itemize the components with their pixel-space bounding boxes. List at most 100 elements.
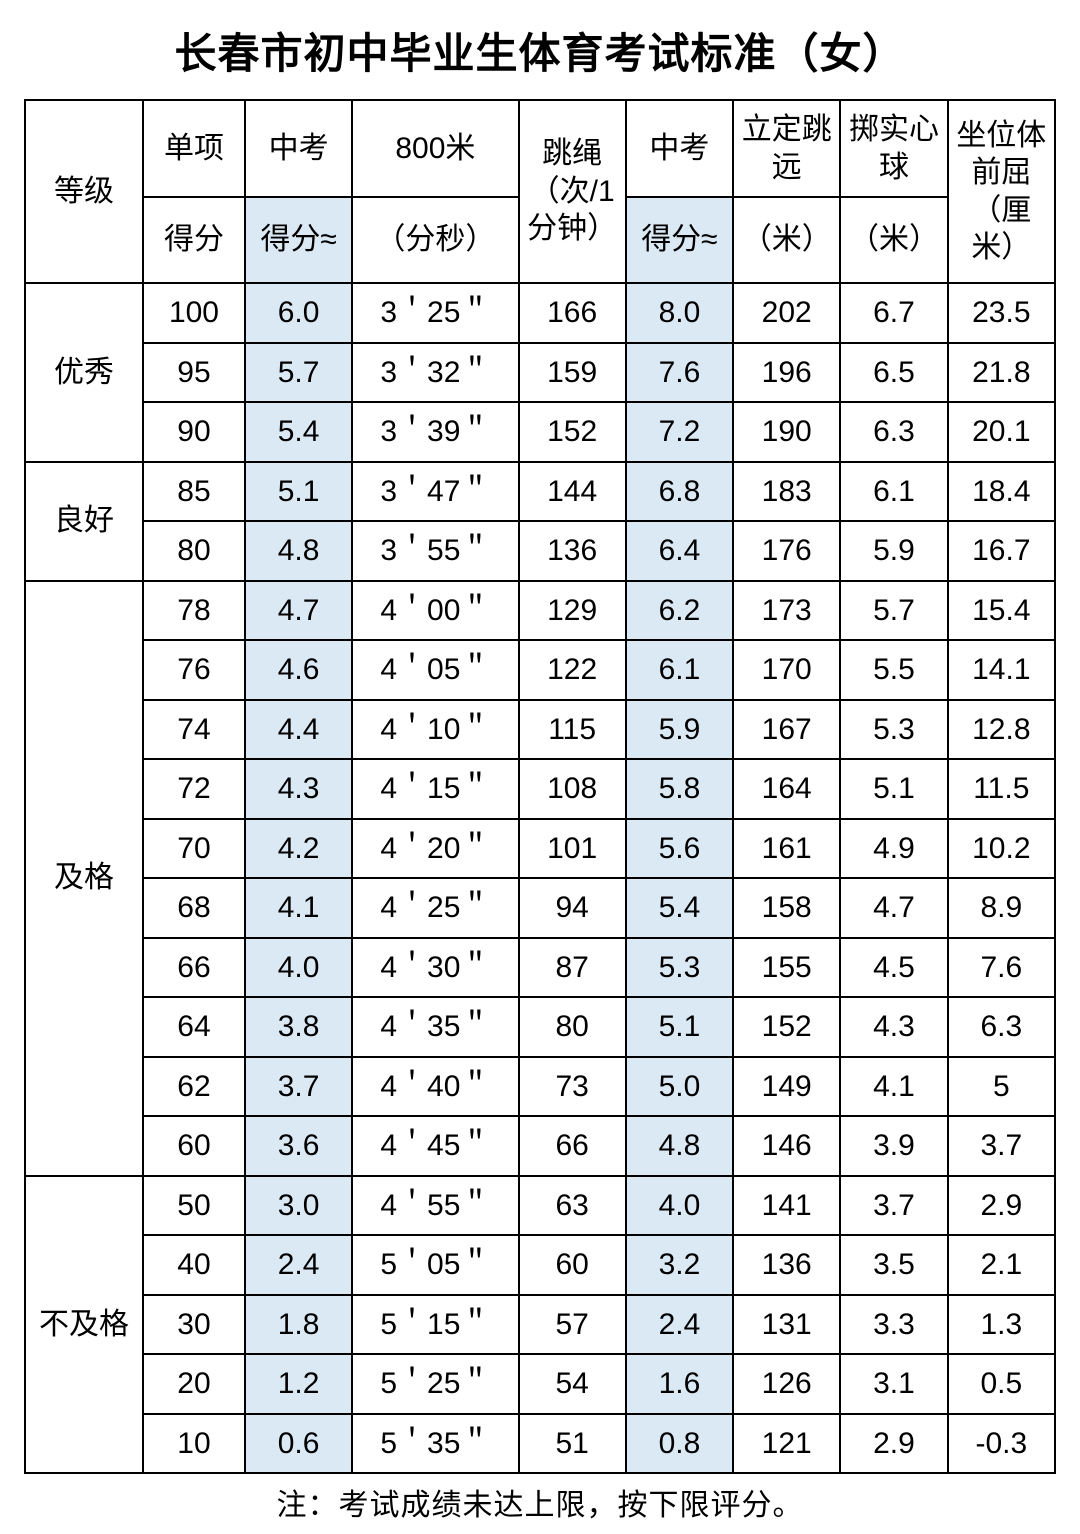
- cell-long-jump: 149: [733, 1057, 840, 1117]
- cell-approx-2: 6.8: [626, 462, 733, 522]
- cell-sit-reach: 0.5: [948, 1354, 1055, 1414]
- cell-rope: 66: [519, 1116, 626, 1176]
- cell-sit-reach: 14.1: [948, 640, 1055, 700]
- cell-rope: 166: [519, 283, 626, 343]
- cell-800m: 3＇39＂: [352, 402, 518, 462]
- cell-approx-1: 4.8: [245, 521, 352, 581]
- cell-rope: 136: [519, 521, 626, 581]
- table-row: 704.24＇20＂1015.61614.910.2: [25, 819, 1055, 879]
- cell-score: 10: [143, 1414, 245, 1474]
- footnote: 注：考试成绩未达上限，按下限评分。: [24, 1480, 1056, 1524]
- table-row: 100.65＇35＂510.81212.9-0.3: [25, 1414, 1055, 1474]
- table-row: 905.43＇39＂1527.21906.320.1: [25, 402, 1055, 462]
- cell-approx-1: 4.2: [245, 819, 352, 879]
- cell-score: 64: [143, 997, 245, 1057]
- cell-800m: 5＇25＂: [352, 1354, 518, 1414]
- cell-approx-1: 1.2: [245, 1354, 352, 1414]
- cell-long-jump: 121: [733, 1414, 840, 1474]
- cell-long-jump: 176: [733, 521, 840, 581]
- page-title: 长春市初中毕业生体育考试标准（女）: [24, 20, 1056, 81]
- cell-ball: 3.9: [840, 1116, 947, 1176]
- cell-approx-2: 5.3: [626, 938, 733, 998]
- cell-approx-2: 7.6: [626, 343, 733, 403]
- cell-sit-reach: 5: [948, 1057, 1055, 1117]
- cell-long-jump: 167: [733, 700, 840, 760]
- table-row: 664.04＇30＂875.31554.57.6: [25, 938, 1055, 998]
- cell-score: 30: [143, 1295, 245, 1355]
- cell-approx-1: 2.4: [245, 1235, 352, 1295]
- cell-ball: 6.1: [840, 462, 947, 522]
- cell-approx-1: 3.6: [245, 1116, 352, 1176]
- cell-score: 70: [143, 819, 245, 879]
- header-long-jump-unit: （米）: [733, 197, 840, 283]
- cell-800m: 4＇15＂: [352, 759, 518, 819]
- cell-ball: 3.7: [840, 1176, 947, 1236]
- cell-800m: 5＇35＂: [352, 1414, 518, 1474]
- table-row: 良好855.13＇47＂1446.81836.118.4: [25, 462, 1055, 522]
- cell-approx-1: 1.8: [245, 1295, 352, 1355]
- table-row: 不及格503.04＇55＂634.01413.72.9: [25, 1176, 1055, 1236]
- table-row: 643.84＇35＂805.11524.36.3: [25, 997, 1055, 1057]
- cell-approx-1: 4.3: [245, 759, 352, 819]
- cell-800m: 4＇05＂: [352, 640, 518, 700]
- header-grade: 等级: [25, 100, 143, 283]
- cell-sit-reach: -0.3: [948, 1414, 1055, 1474]
- cell-score: 80: [143, 521, 245, 581]
- table-row: 402.45＇05＂603.21363.52.1: [25, 1235, 1055, 1295]
- cell-approx-1: 5.4: [245, 402, 352, 462]
- cell-score: 100: [143, 283, 245, 343]
- cell-approx-2: 4.8: [626, 1116, 733, 1176]
- cell-rope: 129: [519, 581, 626, 641]
- cell-rope: 94: [519, 878, 626, 938]
- cell-long-jump: 136: [733, 1235, 840, 1295]
- cell-sit-reach: 10.2: [948, 819, 1055, 879]
- cell-approx-1: 0.6: [245, 1414, 352, 1474]
- cell-rope: 101: [519, 819, 626, 879]
- cell-approx-1: 3.0: [245, 1176, 352, 1236]
- cell-sit-reach: 2.1: [948, 1235, 1055, 1295]
- table-row: 764.64＇05＂1226.11705.514.1: [25, 640, 1055, 700]
- cell-approx-2: 1.6: [626, 1354, 733, 1414]
- table-row: 优秀1006.03＇25＂1668.02026.723.5: [25, 283, 1055, 343]
- cell-sit-reach: 3.7: [948, 1116, 1055, 1176]
- cell-sit-reach: 7.6: [948, 938, 1055, 998]
- grade-cell: 良好: [25, 462, 143, 581]
- standards-table: 等级 单项 中考 800米 跳绳 （次/1 分钟） 中考 立定跳 远 掷实心 球…: [24, 99, 1056, 1474]
- grade-cell: 不及格: [25, 1176, 143, 1474]
- cell-ball: 3.1: [840, 1354, 947, 1414]
- cell-approx-2: 6.2: [626, 581, 733, 641]
- cell-score: 62: [143, 1057, 245, 1117]
- cell-rope: 73: [519, 1057, 626, 1117]
- cell-long-jump: 173: [733, 581, 840, 641]
- cell-800m: 4＇10＂: [352, 700, 518, 760]
- cell-long-jump: 183: [733, 462, 840, 522]
- header-approx-1: 得分≈: [245, 197, 352, 283]
- cell-score: 50: [143, 1176, 245, 1236]
- cell-800m: 4＇35＂: [352, 997, 518, 1057]
- header-800m-unit: （分秒）: [352, 197, 518, 283]
- cell-approx-2: 5.8: [626, 759, 733, 819]
- cell-rope: 54: [519, 1354, 626, 1414]
- cell-800m: 4＇00＂: [352, 581, 518, 641]
- header-single-item: 单项: [143, 100, 245, 197]
- header-zhongkao-1: 中考: [245, 100, 352, 197]
- cell-ball: 4.9: [840, 819, 947, 879]
- cell-800m: 4＇45＂: [352, 1116, 518, 1176]
- cell-score: 66: [143, 938, 245, 998]
- header-800m: 800米: [352, 100, 518, 197]
- cell-approx-1: 4.0: [245, 938, 352, 998]
- cell-approx-1: 5.1: [245, 462, 352, 522]
- cell-score: 40: [143, 1235, 245, 1295]
- cell-score: 72: [143, 759, 245, 819]
- cell-ball: 4.3: [840, 997, 947, 1057]
- cell-approx-1: 5.7: [245, 343, 352, 403]
- cell-ball: 4.1: [840, 1057, 947, 1117]
- cell-sit-reach: 20.1: [948, 402, 1055, 462]
- cell-800m: 5＇05＂: [352, 1235, 518, 1295]
- cell-approx-2: 5.4: [626, 878, 733, 938]
- cell-ball: 3.3: [840, 1295, 947, 1355]
- cell-sit-reach: 12.8: [948, 700, 1055, 760]
- cell-long-jump: 126: [733, 1354, 840, 1414]
- cell-long-jump: 152: [733, 997, 840, 1057]
- cell-score: 76: [143, 640, 245, 700]
